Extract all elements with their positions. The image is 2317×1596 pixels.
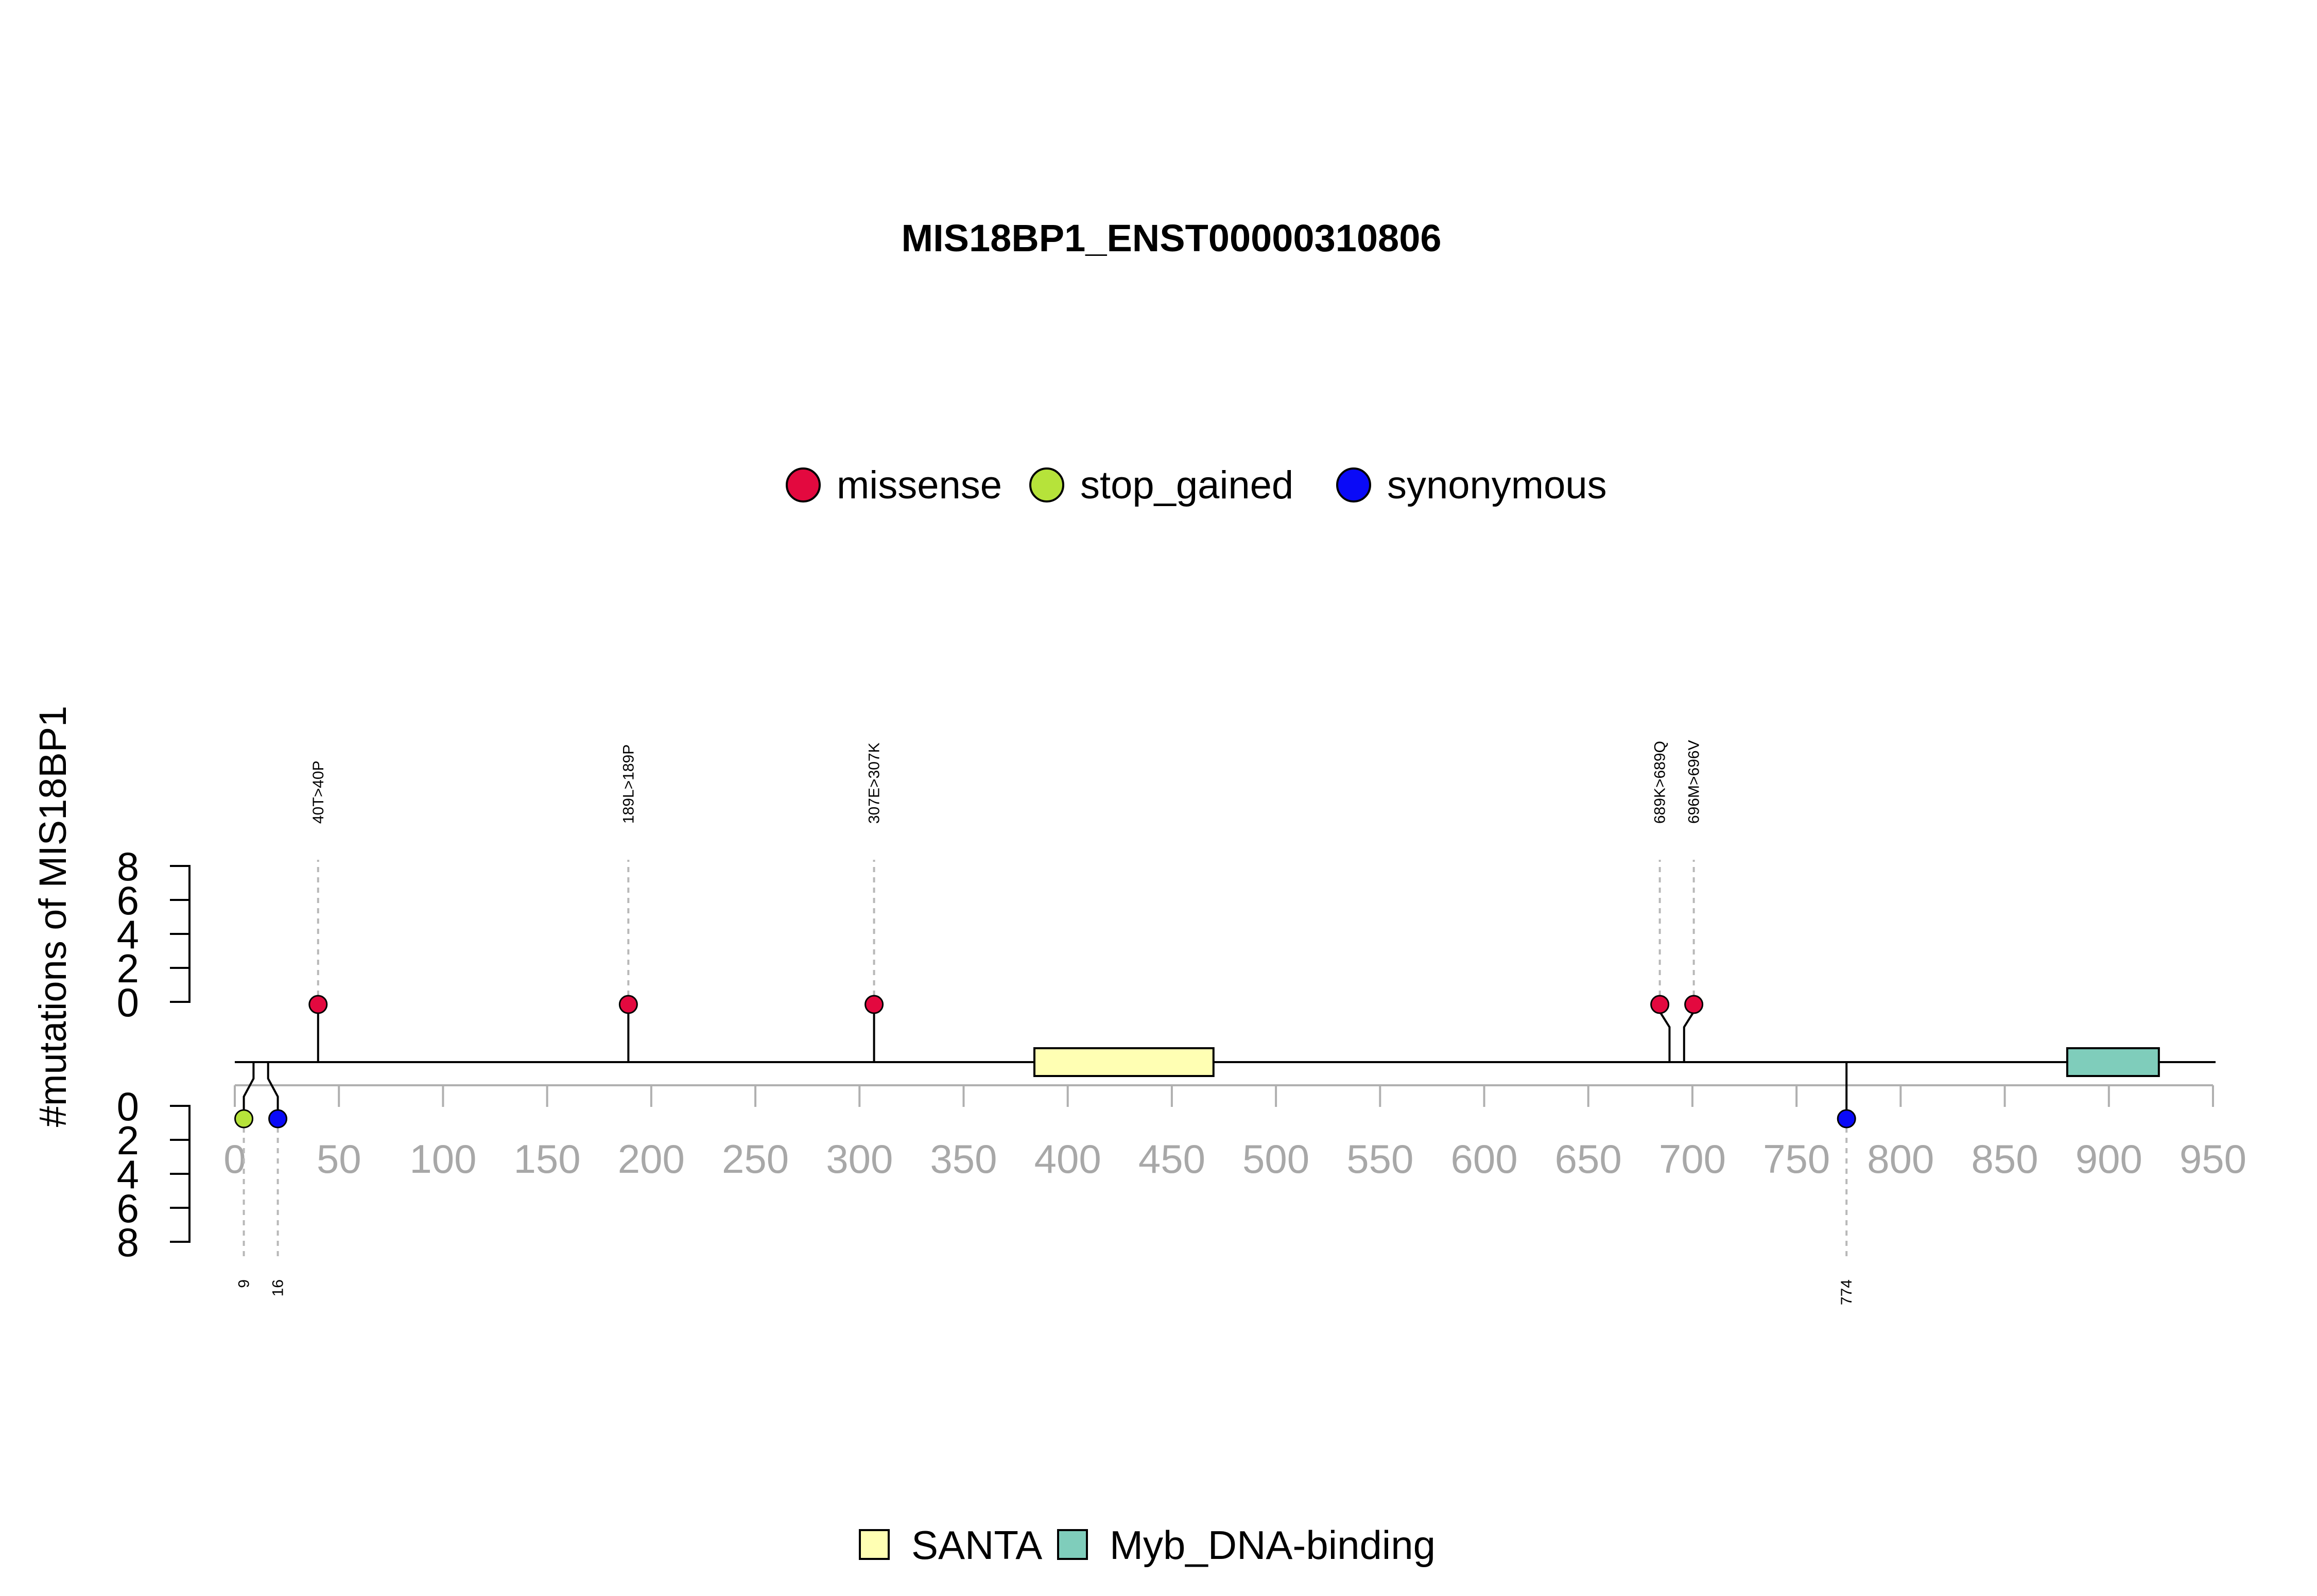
protein-domains (1033, 1047, 2160, 1077)
lollipop-head (234, 1109, 254, 1129)
mutations-below: 9 16 774 (234, 1062, 1856, 1305)
x-tick-label: 0 (223, 1136, 246, 1182)
x-tick-label: 50 (317, 1136, 361, 1182)
x-tick-label: 800 (1867, 1136, 1934, 1182)
y-tick-label-top: 6 (117, 878, 139, 923)
mutation-label: 9 (236, 1279, 253, 1288)
domain-SANTA (1033, 1047, 1215, 1077)
x-tick-label: 850 (1972, 1136, 2038, 1182)
y-tick-label-top: 2 (117, 946, 139, 991)
lollipop-stem (243, 1062, 255, 1119)
chart-title: MIS18BP1_ENST00000310806 (901, 217, 1441, 259)
mutation-label: 307E>307K (866, 742, 883, 824)
x-tick-label: 250 (722, 1136, 789, 1182)
mutation-legend: missense stop_gained synonymous (786, 463, 1607, 507)
mutation-label: 696M>696V (1686, 740, 1703, 824)
legend-label-synonymous: synonymous (1387, 463, 1607, 507)
legend-marker-stop_gained (1029, 467, 1064, 502)
lollipop-top: 689K>689Q (1650, 741, 1671, 1062)
mutation-label: 40T>40P (310, 760, 327, 824)
lollipop-stem (267, 1062, 279, 1119)
x-tick-label: 300 (826, 1136, 893, 1182)
y-tick-label-top: 0 (117, 980, 139, 1025)
legend-marker-synonymous (1336, 467, 1371, 502)
y-tick-label-bottom: 6 (117, 1186, 139, 1231)
x-tick-label: 650 (1555, 1136, 1622, 1182)
x-tick-label: 600 (1450, 1136, 1517, 1182)
legend-label-missense: missense (837, 463, 1002, 507)
lollipop-head (1684, 995, 1704, 1014)
x-tick-label: 550 (1346, 1136, 1413, 1182)
lollipop-top: 189L>189P (618, 744, 638, 1062)
domain-legend-label-Myb_DNA-binding: Myb_DNA-binding (1110, 1522, 1436, 1568)
legend-label-stop_gained: stop_gained (1080, 463, 1293, 507)
y-tick-label-top: 4 (117, 912, 139, 957)
y-tick-label-bottom: 4 (117, 1152, 139, 1197)
x-tick-label: 950 (2180, 1136, 2246, 1182)
legend-marker-missense (786, 467, 821, 502)
domain-Myb_DNA-binding (2066, 1047, 2160, 1077)
mutations-above: 40T>40P 189L>189P 307E>307K 689K>689Q 696M>6… (308, 740, 1704, 1062)
lollipop-top: 40T>40P (308, 760, 328, 1062)
lollipop-bottom: 774 (1837, 1062, 1856, 1305)
mutation-label: 16 (270, 1279, 287, 1296)
lollipop-head (268, 1109, 288, 1129)
x-axis: 0 50 100 150 200 250 300 350 400 450 500 550 600 650 7… (223, 1084, 2246, 1182)
x-tick-label: 450 (1138, 1136, 1205, 1182)
mutation-label: 774 (1838, 1279, 1855, 1305)
domain-legend-swatch-SANTA (859, 1529, 890, 1560)
y-tick-label-bottom: 2 (117, 1118, 139, 1163)
lollipop-bottom: 9 (234, 1062, 255, 1288)
x-tick-label: 400 (1034, 1136, 1101, 1182)
lollipop-top: 696M>696V (1683, 740, 1704, 1062)
x-tick-label: 100 (409, 1136, 476, 1182)
mutation-label: 189L>189P (620, 744, 637, 824)
mutation-label: 689K>689Q (1652, 741, 1669, 824)
x-tick-label: 900 (2076, 1136, 2142, 1182)
x-tick-label: 350 (930, 1136, 997, 1182)
y-axis-label-group: #mutations of MIS18BP1 (31, 706, 74, 1127)
y-axis-label: #mutations of MIS18BP1 (31, 706, 74, 1127)
lollipop-head (308, 995, 328, 1014)
domain-legend: SANTA Myb_DNA-binding (859, 1522, 1436, 1568)
y-tick-label-top: 8 (117, 844, 139, 889)
x-tick-label: 750 (1763, 1136, 1830, 1182)
y-tick-label-bottom: 0 (117, 1084, 139, 1129)
x-tick-label: 150 (514, 1136, 581, 1182)
lollipop-bottom: 16 (267, 1062, 288, 1296)
lollipop-head (618, 995, 638, 1014)
x-tick-label: 200 (618, 1136, 685, 1182)
y-tick-label-bottom: 8 (117, 1220, 139, 1265)
x-tick-label: 700 (1659, 1136, 1726, 1182)
domain-legend-label-SANTA: SANTA (911, 1522, 1042, 1568)
domain-legend-swatch-Myb_DNA-binding (1057, 1529, 1088, 1560)
lollipop-head (1650, 995, 1670, 1014)
lollipop-top: 307E>307K (864, 742, 884, 1062)
x-tick-label: 500 (1242, 1136, 1309, 1182)
lollipop-head (1837, 1109, 1856, 1129)
lollipop-head (864, 995, 884, 1014)
